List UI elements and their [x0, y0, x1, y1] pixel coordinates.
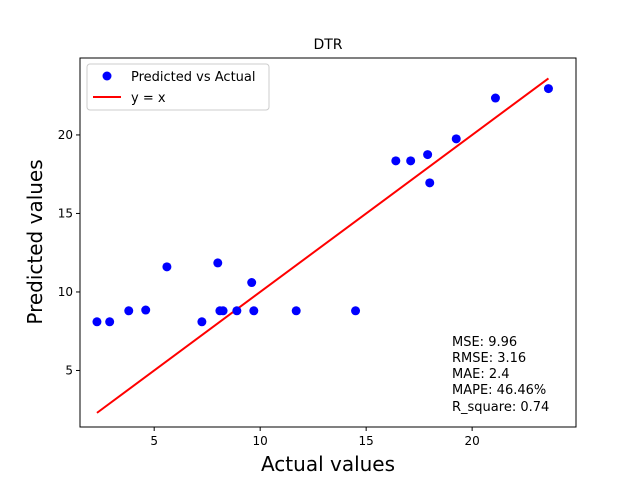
data-point — [247, 278, 257, 288]
legend: Predicted vs Actual y = x — [86, 63, 270, 111]
x-axis-ticks: 5 10 15 20 — [150, 427, 480, 448]
y-tick-label: 5 — [65, 363, 73, 377]
annotation-rmse: RMSE: 3.16 — [452, 351, 526, 366]
data-point — [218, 306, 228, 316]
y-tick-label: 10 — [58, 285, 73, 299]
x-tick-label: 20 — [464, 434, 479, 448]
data-point — [213, 258, 223, 268]
data-point — [105, 317, 115, 327]
annotation-mape: MAPE: 46.46% — [452, 383, 546, 398]
data-point — [451, 134, 461, 144]
annotation-mse: MSE: 9.96 — [452, 335, 517, 350]
y-axis-label: Predicted values — [23, 159, 47, 324]
data-point — [406, 156, 416, 166]
x-tick-label: 15 — [359, 434, 374, 448]
identity-line — [96, 77, 550, 414]
legend-frame — [86, 63, 270, 111]
annotation-r-square: R_square: 0.74 — [452, 400, 549, 415]
data-point — [232, 306, 242, 316]
data-point — [391, 156, 401, 166]
y-tick-label: 15 — [58, 206, 73, 220]
plot-area — [92, 77, 553, 414]
legend-label-line: y = x — [131, 91, 166, 106]
data-point — [291, 306, 301, 316]
x-tick-label: 5 — [150, 434, 158, 448]
data-point — [351, 306, 361, 316]
legend-marker-points — [102, 71, 112, 81]
chart-title: DTR — [313, 37, 342, 53]
metrics-annotation: MSE: 9.96 RMSE: 3.16 MAE: 2.4 MAPE: 46.4… — [452, 335, 549, 415]
data-point — [141, 305, 151, 315]
data-point — [425, 178, 435, 188]
data-point — [92, 317, 102, 327]
y-tick-label: 20 — [58, 128, 73, 142]
legend-label-points: Predicted vs Actual — [131, 70, 255, 85]
x-axis-label: Actual values — [261, 452, 395, 476]
annotation-mae: MAE: 2.4 — [452, 367, 510, 382]
data-point — [249, 306, 259, 316]
x-tick-label: 10 — [253, 434, 268, 448]
y-axis-ticks: 5 10 15 20 — [58, 128, 80, 377]
data-point — [162, 262, 172, 272]
data-point — [423, 150, 433, 160]
data-point — [124, 306, 134, 316]
axes-frame — [79, 57, 577, 428]
data-point — [490, 93, 500, 103]
data-point — [543, 84, 553, 94]
data-point — [197, 317, 207, 327]
